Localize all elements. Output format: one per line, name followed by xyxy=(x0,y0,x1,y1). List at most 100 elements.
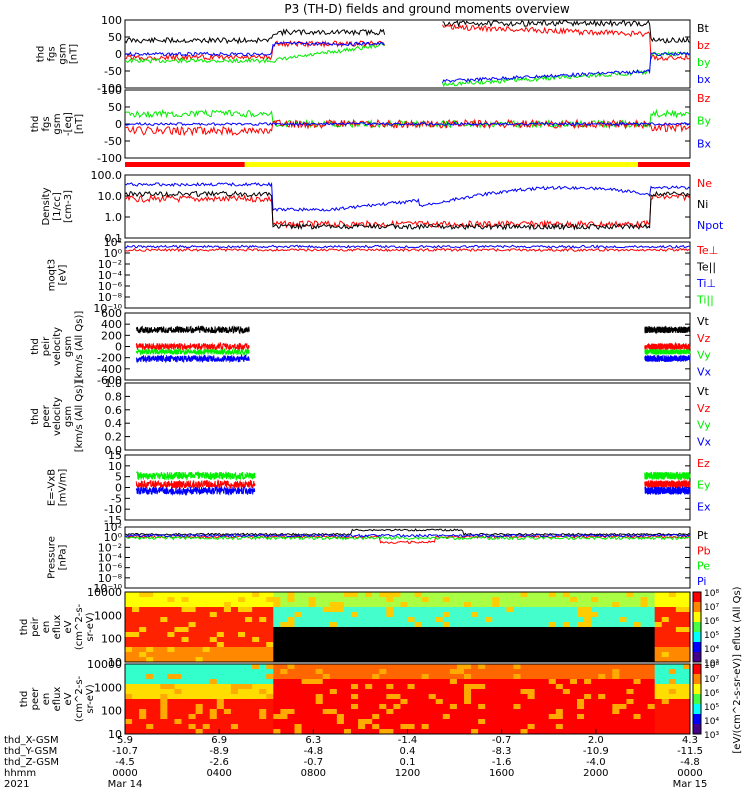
p10-cell xyxy=(577,664,585,670)
p9-cell xyxy=(471,602,479,608)
p9-cell xyxy=(471,632,479,638)
p10-cell xyxy=(188,684,197,690)
p9-cell xyxy=(167,627,175,633)
p9-cell xyxy=(266,627,274,633)
p9-cell xyxy=(633,657,642,663)
p10-cell xyxy=(428,699,437,705)
p10-cell xyxy=(315,664,324,670)
p9-cell xyxy=(195,652,204,658)
p10-cell xyxy=(478,704,486,710)
vx-trace xyxy=(644,354,691,363)
p9-cell xyxy=(534,657,543,663)
p10-cell xyxy=(372,704,380,710)
p10-cell xyxy=(654,709,663,715)
p9-cell xyxy=(626,627,634,633)
p10-cell xyxy=(125,714,133,720)
p9-cell xyxy=(202,652,211,658)
p9-cell xyxy=(343,657,352,663)
p10-cell xyxy=(584,729,592,735)
p9-cell xyxy=(569,647,578,653)
p9-cell xyxy=(584,622,592,628)
p9-cell xyxy=(668,602,677,608)
p9-cell xyxy=(273,607,281,613)
p9-cell xyxy=(591,622,599,628)
p10-cell xyxy=(238,694,246,700)
p10-cell xyxy=(577,684,585,690)
p9-cell xyxy=(499,617,507,623)
p2-ylabel: thdfgsgsm-[eq][nT] xyxy=(30,112,85,136)
p10-cell xyxy=(534,689,543,695)
p10-cell xyxy=(301,704,310,710)
p10-cell xyxy=(442,699,451,705)
p10-cell xyxy=(386,719,394,725)
p9-cell xyxy=(139,592,147,598)
p9-cell xyxy=(428,597,437,603)
p9-cell xyxy=(266,657,274,663)
p10-cell xyxy=(336,664,345,670)
p10-cell xyxy=(661,724,670,730)
p9-cell xyxy=(195,657,204,663)
p10-cell xyxy=(315,714,324,720)
p9-cell xyxy=(682,617,691,623)
p10-cell xyxy=(541,709,550,715)
p9-cell xyxy=(230,632,239,638)
p10-cell xyxy=(125,674,133,680)
p10-cell xyxy=(456,729,465,735)
p9-cell xyxy=(259,637,267,643)
p10-cell xyxy=(682,669,691,675)
p9-cell xyxy=(605,602,613,608)
p10-cell xyxy=(407,699,416,705)
ez-trace xyxy=(135,478,256,490)
p4-frame xyxy=(124,241,691,309)
p9-cell xyxy=(125,607,133,613)
p9-cell xyxy=(548,657,557,663)
p10-cell xyxy=(146,694,154,700)
p10-cell xyxy=(520,689,529,695)
p9-cell xyxy=(301,607,310,613)
p10-cell xyxy=(287,684,295,690)
p9-cell xyxy=(569,657,578,663)
p10-cell xyxy=(365,674,373,680)
p9-cell xyxy=(343,622,352,628)
p9-cell xyxy=(555,627,564,633)
p10-cell xyxy=(506,724,514,730)
p10-cell xyxy=(216,674,225,680)
p10-cell xyxy=(329,719,338,725)
p5-ytick-label: 0 xyxy=(115,341,122,354)
p10-cell xyxy=(527,679,536,685)
p10-cell xyxy=(223,664,232,670)
p9-cell xyxy=(202,642,211,648)
p9-cell xyxy=(351,632,359,638)
xaxis-position-label: 5.9 xyxy=(117,735,133,746)
p9-cell xyxy=(640,602,649,608)
p9-cell xyxy=(223,637,232,643)
p10-cell xyxy=(238,679,246,685)
p10-cell xyxy=(605,689,613,695)
p9-cell xyxy=(471,637,479,643)
p9-cell xyxy=(456,642,465,648)
p10-cell xyxy=(351,719,359,725)
p9-cell xyxy=(322,627,331,633)
p10-cell xyxy=(202,699,211,705)
p9-cell xyxy=(315,647,324,653)
p10-colorbar-step xyxy=(693,714,701,725)
p10-cell xyxy=(393,694,401,700)
p9-cell xyxy=(626,592,634,598)
p9-cell xyxy=(280,627,288,633)
p10-cell xyxy=(471,694,479,700)
p9-cell xyxy=(428,632,437,638)
p9-cell xyxy=(485,602,493,608)
p3-legend-2: Npot xyxy=(697,219,724,232)
p1-legend-0: Bt xyxy=(697,22,710,35)
p9-cell xyxy=(485,622,493,628)
p10-cell xyxy=(132,729,140,735)
p10-cell xyxy=(301,674,310,680)
p10-cell xyxy=(562,664,571,670)
p10-cell xyxy=(146,674,154,680)
p1-legend-2: by xyxy=(697,56,711,69)
p10-cell xyxy=(160,719,168,725)
p9-cell xyxy=(230,592,239,598)
p9-cell xyxy=(365,647,373,653)
p9-cell xyxy=(393,647,401,653)
p10-cell xyxy=(202,724,211,730)
